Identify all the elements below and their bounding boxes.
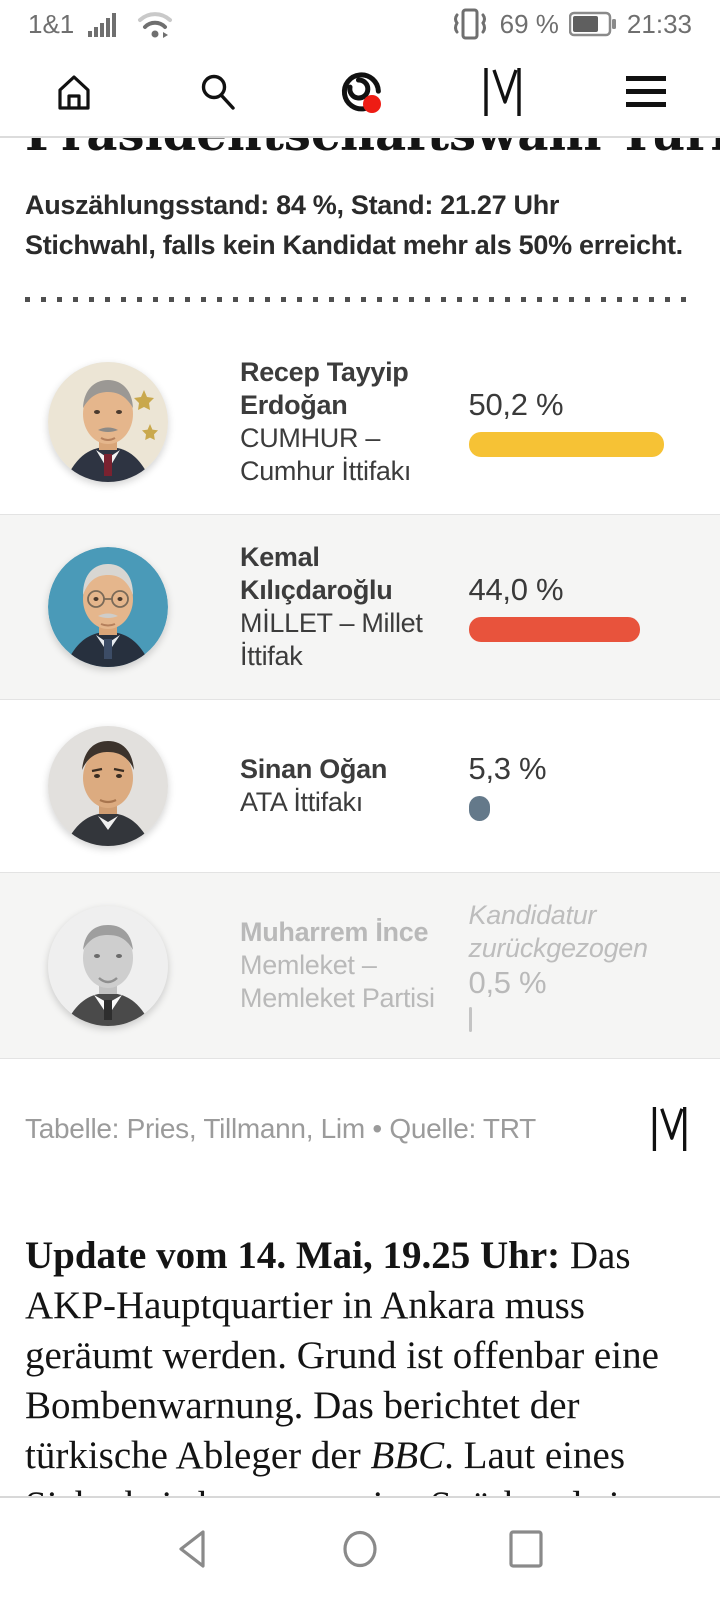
brand-button[interactable] (473, 62, 533, 122)
android-recents-button[interactable] (496, 1519, 556, 1579)
candidate-party: CUMHUR – Cumhur İttifakı (240, 423, 412, 486)
home-icon (58, 75, 90, 110)
app-navigation-bar (0, 48, 720, 138)
candidate-name: Muharrem İnce (240, 917, 429, 947)
article-body: Update vom 14. Mai, 19.25 Uhr: Das AKP-H… (0, 1153, 720, 1531)
candidate-photo-erdogan (48, 362, 168, 482)
dotted-divider (25, 297, 695, 302)
candidate-row-ogan: Sinan Oğan ATA İttifakı 5,3 % (0, 700, 720, 872)
count-status-line2: Stichwahl, falls kein Kandidat mehr als … (25, 230, 683, 260)
count-status: Auszählungsstand: 84 %, Stand: 21.27 Uhr… (0, 165, 720, 265)
android-back-button[interactable] (164, 1519, 224, 1579)
notification-dot (363, 95, 381, 113)
table-credit: Tabelle: Pries, Tillmann, Lim • Quelle: … (25, 1113, 536, 1144)
results-table: Recep Tayyip Erdoğan CUMHUR – Cumhur İtt… (0, 330, 720, 1059)
menu-button[interactable] (616, 62, 676, 122)
candidate-percentage: 50,2 % (468, 387, 564, 422)
live-ticker-button[interactable] (330, 62, 390, 122)
candidate-name: Recep Tayyip Erdoğan (240, 357, 409, 420)
article-source-ref: BBC (370, 1434, 445, 1477)
live-ticker-icon (341, 72, 381, 113)
candidate-row-erdogan: Recep Tayyip Erdoğan CUMHUR – Cumhur İtt… (0, 330, 720, 514)
home-button[interactable] (44, 62, 104, 122)
withdrawn-note: Kandidatur zurückgezogen (468, 900, 649, 963)
back-icon (179, 1530, 205, 1568)
merkur-logo-small (652, 1107, 687, 1151)
result-bar (468, 796, 490, 821)
candidate-percentage: 5,3 % (468, 751, 547, 786)
signal-strength-icon (88, 13, 117, 37)
page-title: Präsidentschaftswahl Türkei (25, 138, 720, 164)
table-footer: Tabelle: Pries, Tillmann, Lim • Quelle: … (0, 1105, 720, 1153)
vibrate-icon (453, 8, 486, 40)
candidate-party: Memleket – Memleket Partisi (240, 950, 435, 1013)
candidate-photo-ogan (48, 726, 168, 846)
search-button[interactable] (187, 62, 247, 122)
result-bar (468, 617, 640, 642)
candidate-name: Kemal Kılıçdaroğlu (240, 542, 393, 605)
candidate-name: Sinan Oğan (240, 754, 388, 784)
recents-square-icon (509, 1530, 543, 1568)
candidate-percentage: 0,5 % (468, 965, 547, 1000)
candidate-row-kilicdaroglu: Kemal Kılıçdaroğlu MİLLET – Millet İttif… (0, 514, 720, 700)
candidate-party: ATA İttifakı (240, 787, 363, 817)
result-bar (468, 1007, 472, 1032)
count-status-line1: Auszählungsstand: 84 %, Stand: 21.27 Uhr (25, 190, 560, 220)
candidate-photo-kilicdaroglu (48, 547, 168, 667)
candidate-photo-ince (48, 905, 168, 1026)
article-text-1: Das AKP-Hauptquartier in Ankara muss ger… (25, 1234, 659, 1477)
merkur-logo (484, 68, 521, 116)
candidate-percentage: 44,0 % (468, 572, 564, 607)
status-bar: 1&1 69 (0, 0, 720, 48)
search-icon (201, 74, 235, 110)
battery-icon (568, 11, 616, 37)
carrier-label: 1&1 (28, 8, 75, 39)
android-home-button[interactable] (330, 1519, 390, 1579)
candidate-party: MİLLET – Millet İttifak (240, 608, 423, 671)
result-bar (468, 432, 664, 457)
wifi-icon (138, 12, 173, 38)
android-navigation-bar (0, 1496, 720, 1600)
battery-percent-label: 69 % (499, 8, 559, 39)
article-update-lead: Update vom 14. Mai, 19.25 Uhr: (25, 1234, 561, 1277)
menu-icon (626, 76, 666, 107)
home-circle-icon (343, 1530, 377, 1568)
clock-label: 21:33 (626, 8, 692, 39)
headline-clipped: Präsidentschaftswahl Türkei (0, 138, 720, 165)
candidate-row-ince: Muharrem İnce Memleket – Memleket Partis… (0, 872, 720, 1059)
